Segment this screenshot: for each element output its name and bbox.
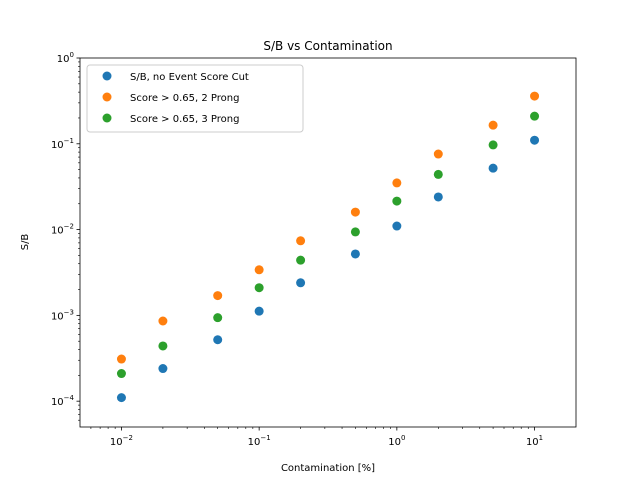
- series-3-point: [116, 369, 126, 379]
- plot-frame: [79, 57, 577, 428]
- series-2-point: [392, 178, 402, 188]
- series-2-point: [254, 265, 264, 275]
- series-2-point: [350, 207, 360, 217]
- y-tick-label: 10−1: [51, 137, 74, 151]
- series-2-point: [158, 316, 168, 326]
- data-points: [116, 91, 540, 403]
- series-1-point: [433, 192, 443, 202]
- y-tick-label: 10−3: [51, 308, 74, 322]
- y-tick-label: 10−2: [51, 223, 74, 237]
- legend-marker: [102, 92, 112, 102]
- y-axis-label: S/B: [20, 234, 31, 251]
- y-tick-label: 10−4: [51, 394, 75, 408]
- series-3-point: [392, 196, 402, 206]
- series-3-point: [158, 341, 168, 351]
- legend-marker: [102, 71, 112, 81]
- series-3-point: [433, 169, 443, 179]
- series-3-point: [350, 227, 360, 237]
- series-2-point: [433, 149, 443, 159]
- series-1-point: [488, 163, 498, 173]
- series-2-point: [296, 236, 306, 246]
- series-1-point: [213, 335, 223, 345]
- x-tick-label: 10−1: [248, 434, 271, 448]
- series-3-point: [296, 255, 306, 265]
- series-1-point: [116, 393, 126, 403]
- legend-label: S/B, no Event Score Cut: [130, 72, 249, 83]
- y-tick-label: 100: [57, 51, 74, 65]
- series-2-point: [488, 120, 498, 130]
- series-1-point: [296, 278, 306, 288]
- series-2-point: [116, 354, 126, 364]
- series-2-point: [213, 291, 223, 301]
- series-3-point: [213, 313, 223, 323]
- legend: S/B, no Event Score Cut Score > 0.65, 2 P…: [86, 64, 304, 133]
- x-tick-label: 10−2: [110, 434, 133, 448]
- legend-label: Score > 0.65, 3 Prong: [130, 114, 239, 125]
- legend-label: Score > 0.65, 2 Prong: [130, 93, 239, 104]
- legend-marker: [102, 113, 112, 123]
- series-3-point: [530, 111, 540, 121]
- series-3-point: [254, 283, 264, 293]
- axis-ticks: 10−2 10−1 100 101 10−4 10−3 10−2 10−1 100: [51, 51, 543, 448]
- x-tick-label: 100: [388, 434, 405, 448]
- legend-box: [86, 64, 304, 133]
- x-tick-label: 101: [526, 434, 543, 448]
- series-1-point: [254, 306, 264, 316]
- series-1-point: [392, 221, 402, 231]
- series-1-point: [350, 249, 360, 259]
- series-1-point: [158, 364, 168, 374]
- series-2-point: [530, 91, 540, 101]
- chart-title: S/B vs Contamination: [263, 39, 392, 53]
- x-axis-label: Contamination [%]: [281, 463, 375, 474]
- series-3-point: [488, 140, 498, 150]
- series-1-point: [530, 135, 540, 145]
